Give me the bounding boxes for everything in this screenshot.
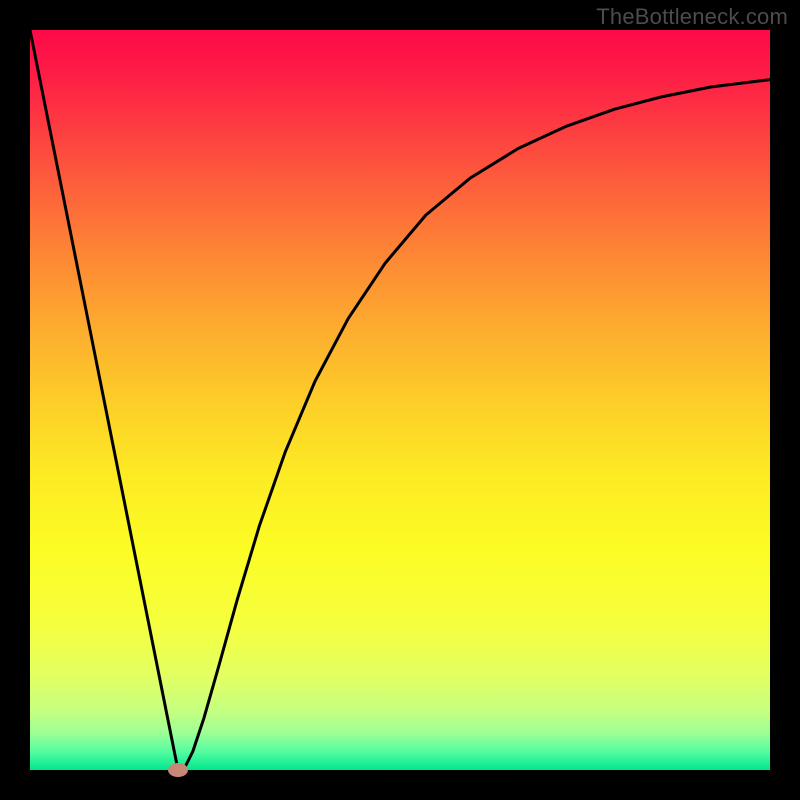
chart-svg <box>0 0 800 800</box>
optimum-marker <box>168 763 188 777</box>
plot-background <box>30 30 770 770</box>
chart-frame: TheBottleneck.com <box>0 0 800 800</box>
watermark-text: TheBottleneck.com <box>596 4 788 30</box>
